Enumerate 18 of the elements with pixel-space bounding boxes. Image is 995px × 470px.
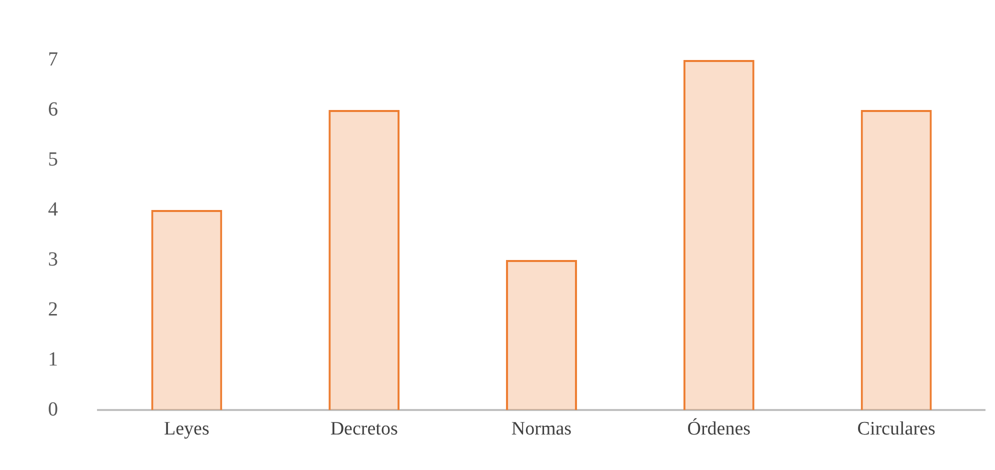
- bar: [860, 110, 932, 410]
- bar: [151, 210, 222, 410]
- x-tick-label: Circulares: [857, 418, 936, 440]
- y-tick-label: 2: [48, 298, 58, 320]
- y-tick-label: 4: [48, 198, 58, 220]
- x-tick-label: Decretos: [330, 418, 398, 440]
- y-tick-label: 0: [48, 398, 58, 420]
- x-tick-label: Normas: [511, 418, 572, 440]
- x-tick-label: Leyes: [164, 418, 210, 440]
- y-tick-label: 5: [48, 148, 58, 170]
- x-tick-label: Órdenes: [687, 417, 751, 440]
- y-tick-label: 6: [48, 98, 58, 120]
- y-tick-label: 7: [48, 48, 58, 70]
- y-tick-label: 3: [48, 248, 58, 270]
- y-tick-label: 1: [48, 348, 58, 370]
- bar: [683, 60, 754, 410]
- bar: [328, 110, 400, 410]
- bar: [506, 260, 577, 410]
